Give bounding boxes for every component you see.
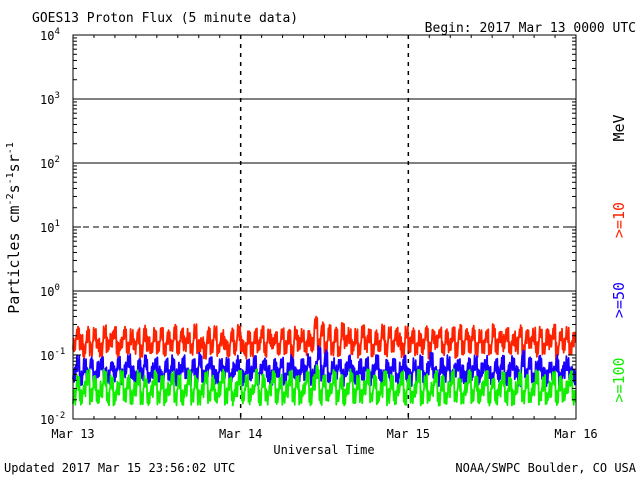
series-line-2 bbox=[72, 364, 577, 407]
updated-label: Updated 2017 Mar 15 23:56:02 UTC bbox=[4, 461, 235, 475]
data-series bbox=[72, 315, 577, 407]
x-tick-label-0: Mar 13 bbox=[51, 427, 94, 441]
chart-title: GOES13 Proton Flux (5 minute data) bbox=[32, 11, 298, 26]
series-line-1 bbox=[72, 345, 577, 388]
legend-unit: MeV bbox=[610, 114, 628, 141]
y-tick-label-1: 10-1 bbox=[40, 347, 65, 363]
x-tick-label-3: Mar 16 bbox=[554, 427, 597, 441]
axes: 10-2 10-1 100 101 102 103 104 Mar 13 Mar 14 Mar 1… bbox=[40, 27, 598, 441]
y-tick-label-2: 100 bbox=[40, 283, 60, 299]
y-tick-label-5: 103 bbox=[40, 91, 60, 107]
legend-entry-2: >=100 bbox=[610, 357, 628, 402]
x-axis-label: Universal Time bbox=[273, 443, 374, 457]
y-axis-title: Particles cm-2s-1sr-1 bbox=[5, 142, 23, 314]
y-axis-label: Particles cm-2s-1sr-1 bbox=[5, 142, 23, 314]
legend-entry-1: >=50 bbox=[610, 282, 628, 318]
y-tick-label-0: 10-2 bbox=[40, 411, 65, 427]
y-tick-label-3: 101 bbox=[40, 219, 60, 235]
legend-entry-0: >=10 bbox=[610, 202, 628, 238]
series-line-0 bbox=[72, 315, 577, 360]
y-tick-label-4: 102 bbox=[40, 155, 60, 171]
x-tick-label-2: Mar 15 bbox=[387, 427, 430, 441]
begin-time-label: Begin: 2017 Mar 13 0000 UTC bbox=[425, 21, 636, 36]
legend: MeV >=10 >=50 >=100 bbox=[610, 114, 628, 402]
threshold-lines bbox=[73, 35, 576, 419]
x-tick-label-1: Mar 14 bbox=[219, 427, 262, 441]
source-label: NOAA/SWPC Boulder, CO USA bbox=[455, 461, 636, 475]
y-tick-label-6: 104 bbox=[40, 27, 60, 43]
